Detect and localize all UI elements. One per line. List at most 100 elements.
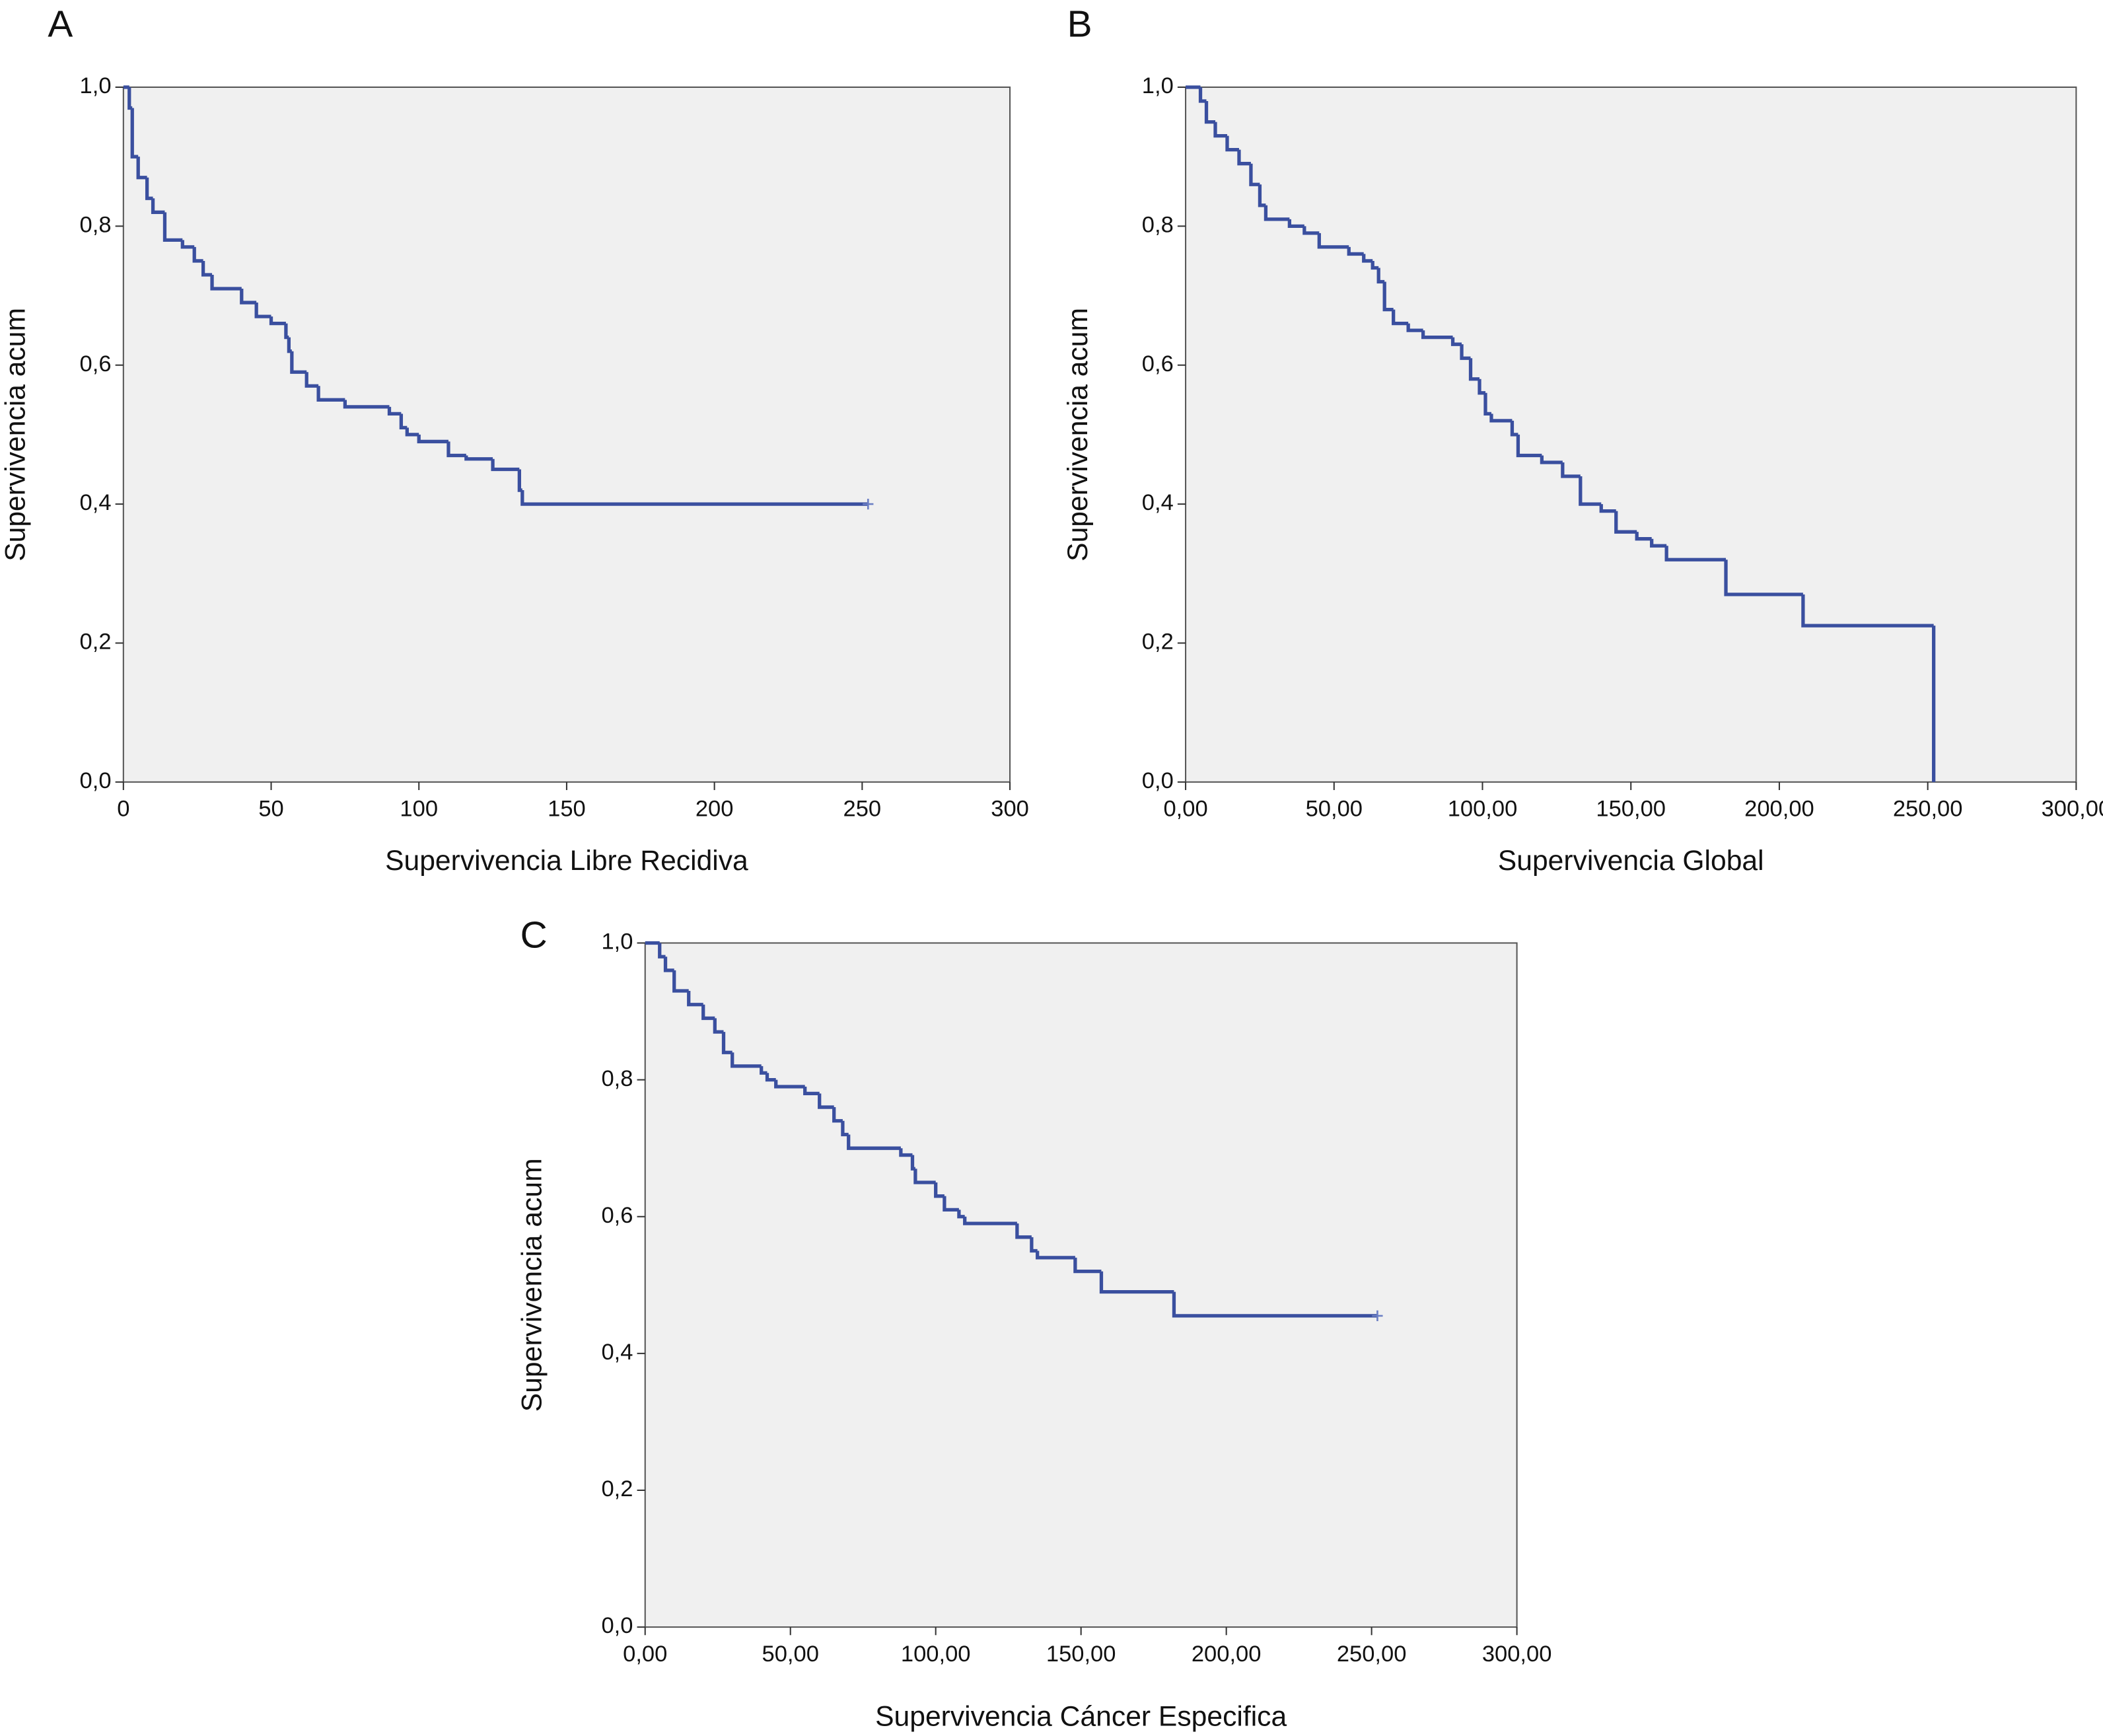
y-tick-label: 0,2	[601, 1476, 633, 1501]
survival-step	[343, 400, 390, 409]
survival-step	[1540, 455, 1563, 464]
x-tick-label: 250,00	[1893, 797, 1963, 822]
survival-step	[136, 157, 147, 180]
panel-label: B	[1067, 4, 1092, 46]
survival-step	[254, 303, 271, 318]
survival-step	[201, 260, 213, 277]
plot-area	[1185, 86, 2077, 783]
y-tick-label: 1,0	[80, 73, 112, 98]
survival-step	[1635, 532, 1652, 541]
survival-step	[1302, 226, 1320, 235]
survival-step	[387, 406, 402, 416]
x-tick-label: 100,00	[1448, 797, 1518, 822]
x-tick-label: 200,00	[1192, 1642, 1262, 1667]
survival-step	[1172, 1291, 1378, 1318]
y-axis-title: Supervivencia acum	[0, 308, 32, 561]
survival-step	[1650, 538, 1667, 548]
x-tick-label: 300,00	[1482, 1642, 1552, 1667]
survival-step	[818, 1093, 834, 1109]
survival-step	[841, 1120, 849, 1137]
x-axis-title: Supervivencia Cáncer Especifica	[875, 1700, 1287, 1732]
survival-step	[1287, 219, 1304, 228]
x-tick-label: 50	[258, 797, 283, 822]
survival-step	[721, 1032, 732, 1054]
survival-step	[316, 386, 345, 402]
survival-step	[1561, 462, 1581, 478]
survival-step	[731, 1052, 762, 1068]
survival-step	[446, 441, 466, 458]
survival-step	[1483, 392, 1491, 416]
y-tick-label: 1,0	[601, 929, 633, 955]
survival-step	[1421, 330, 1453, 340]
survival-step	[1225, 135, 1239, 152]
x-tick-label: 50,00	[762, 1642, 819, 1667]
survival-step	[847, 1134, 901, 1150]
survival-step	[803, 1086, 820, 1095]
survival-step	[1382, 281, 1394, 312]
x-tick-label: 100,00	[901, 1642, 971, 1667]
survival-step	[1317, 233, 1349, 249]
survival-step	[1258, 184, 1266, 207]
panel-label: A	[48, 4, 73, 46]
survival-step	[1510, 420, 1518, 437]
survival-step	[963, 1216, 1017, 1225]
survival-step	[663, 957, 674, 972]
y-tick-label: 0,8	[601, 1066, 633, 1091]
survival-step	[957, 1210, 965, 1219]
y-axis-title: Supervivencia acum	[1062, 308, 1094, 561]
panel-label: C	[520, 914, 548, 956]
survival-step	[1371, 260, 1379, 270]
x-tick-label: 0,00	[623, 1642, 667, 1667]
survival-step	[269, 316, 286, 326]
x-tick-label: 0	[117, 797, 129, 822]
survival-step	[1478, 379, 1486, 395]
survival-step	[1664, 546, 1727, 561]
x-tick-label: 50,00	[1306, 797, 1363, 822]
x-tick-label: 150	[548, 797, 586, 822]
survival-step	[832, 1107, 843, 1123]
survival-step	[1204, 101, 1216, 124]
y-tick-label: 0,2	[1142, 630, 1174, 655]
survival-step	[1801, 594, 1934, 628]
x-tick-label: 200,00	[1744, 797, 1814, 822]
survival-step	[687, 991, 703, 1007]
x-axis-title: Supervivencia Global	[1498, 845, 1764, 877]
x-tick-label: 0,00	[1163, 797, 1207, 822]
survival-step	[765, 1073, 776, 1082]
survival-step	[672, 970, 689, 993]
y-tick-label: 0,4	[80, 490, 112, 515]
y-tick-label: 0,0	[601, 1613, 633, 1638]
survival-step	[1489, 414, 1513, 423]
survival-step	[417, 434, 448, 444]
y-tick-label: 0,6	[601, 1203, 633, 1228]
y-tick-label: 0,2	[80, 630, 112, 655]
y-axis-title: Supervivencia acum	[516, 1158, 548, 1412]
survival-step	[701, 1004, 715, 1021]
y-tick-label: 0,4	[1142, 490, 1174, 515]
survival-step	[943, 1196, 959, 1212]
survival-step	[130, 108, 139, 159]
y-tick-label: 0,4	[601, 1340, 633, 1365]
survival-step	[1450, 337, 1462, 346]
survival-step	[1376, 268, 1385, 284]
survival-step	[658, 943, 666, 958]
x-tick-label: 250	[843, 797, 882, 822]
y-tick-label: 0,6	[80, 351, 112, 377]
censor-mark	[863, 498, 874, 510]
survival-step	[1249, 163, 1260, 186]
x-tick-label: 300,00	[2042, 797, 2103, 822]
survival-step	[151, 198, 165, 214]
survival-step	[1614, 511, 1637, 534]
survival-step	[1406, 323, 1423, 332]
survival-step	[713, 1018, 724, 1034]
y-tick-label: 1,0	[1142, 73, 1174, 98]
survival-step	[1460, 344, 1471, 360]
survival-step	[1198, 87, 1207, 103]
survival-step	[405, 427, 419, 437]
survival-step	[1516, 434, 1542, 458]
survival-step	[240, 289, 257, 305]
survival-step	[1073, 1257, 1102, 1274]
survival-step	[399, 414, 408, 430]
survival-step	[1599, 504, 1616, 513]
